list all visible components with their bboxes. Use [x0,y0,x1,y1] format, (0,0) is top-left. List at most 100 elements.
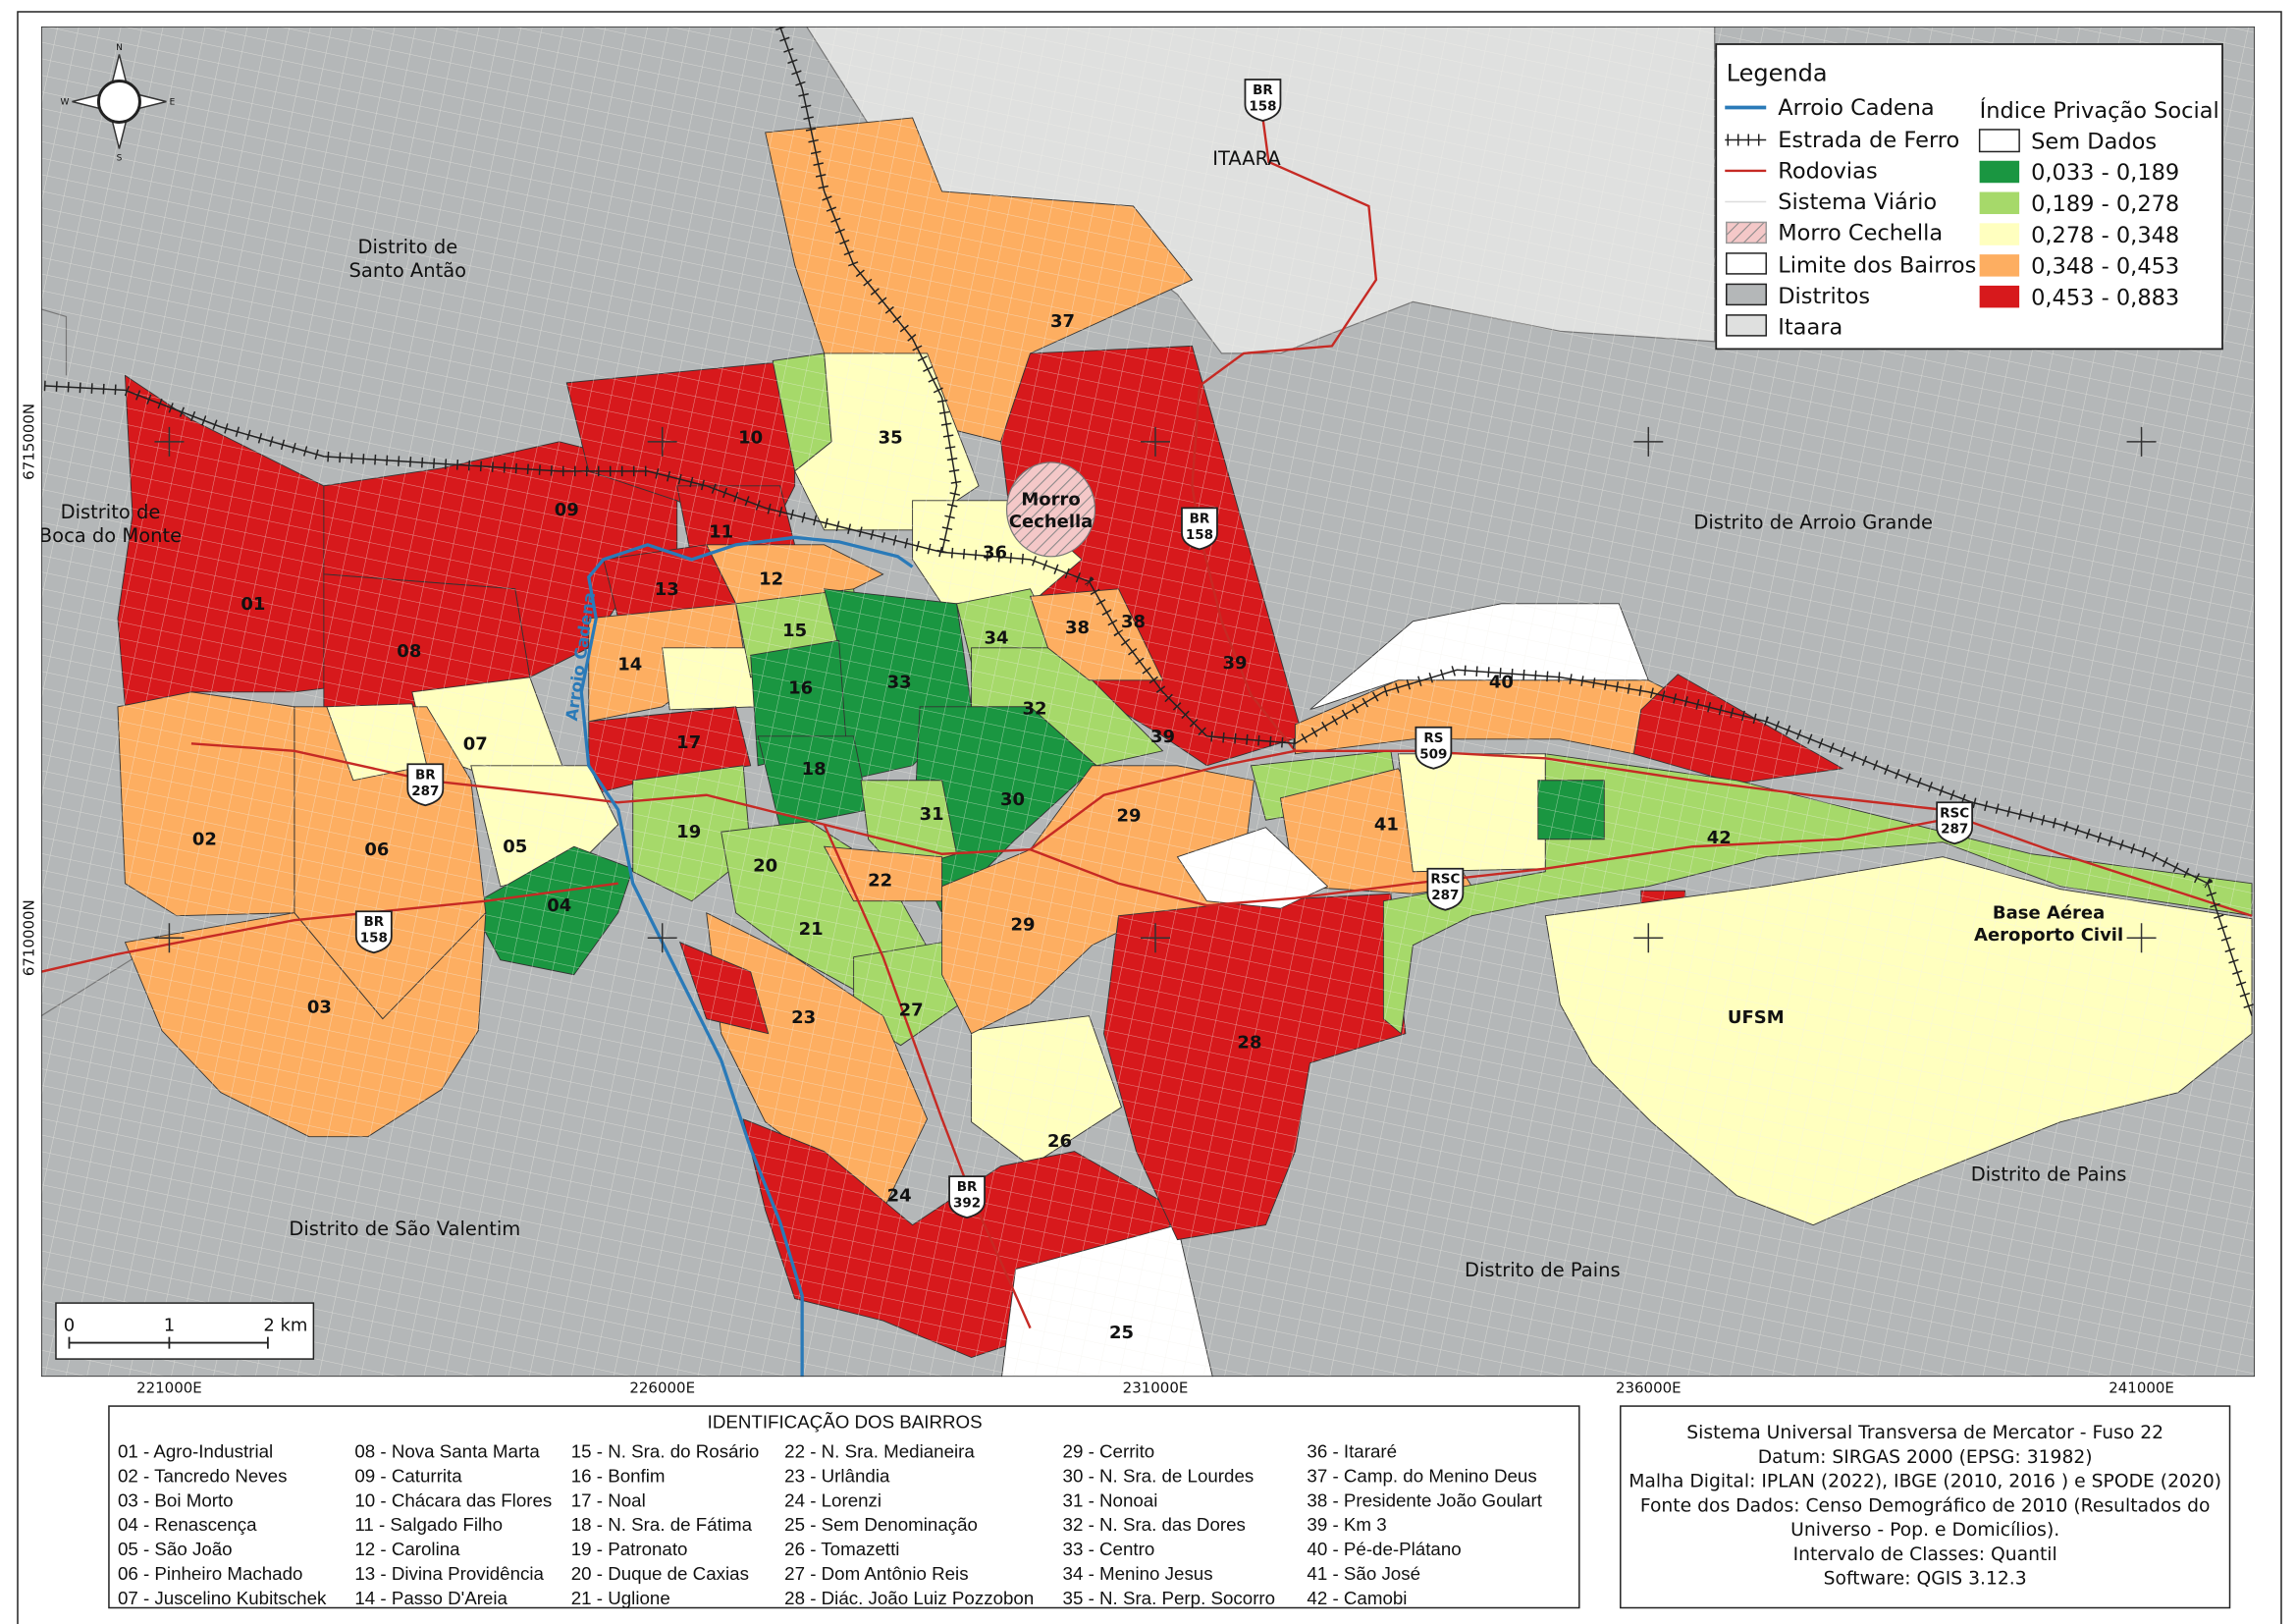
svg-text:1: 1 [164,1316,175,1336]
neighborhood-02-area[interactable] [117,691,295,917]
svg-text:Arroio Cadena: Arroio Cadena [1778,95,1934,121]
neighborhood-list-item: 16 - Bonfim [571,1465,666,1486]
neighborhood-list-item: 37 - Camp. do Menino Deus [1307,1465,1536,1486]
neighborhood-list-item: 42 - Camobi [1307,1588,1407,1608]
neighborhood-label-29: 29 [1116,806,1141,827]
neighborhood-label-12: 12 [759,568,783,589]
shield-number: 158 [1186,527,1213,543]
neighborhood-list-item: 14 - Passo D'Areia [354,1588,507,1608]
neighborhood-label-25: 25 [1109,1323,1134,1343]
neighborhood-list-item: 38 - Presidente João Goulart [1307,1489,1542,1510]
legend: Legenda Arroio Cadena Estrada de Ferro R… [1715,43,2223,351]
label-santo-antao: Santo Antão [349,259,467,282]
svg-text:2 km: 2 km [263,1316,307,1336]
neighborhood-label-29: 29 [1011,915,1036,936]
neighborhood-list-item: 33 - Centro [1063,1539,1155,1559]
shield-type: RSC [1430,872,1460,888]
neighborhood-label-04: 04 [547,895,571,916]
class-swatch-icon [1978,129,2020,153]
neighborhood-label-32: 32 [1023,698,1047,719]
svg-text:E: E [170,97,176,107]
neighborhood-list-item: 12 - Carolina [354,1539,460,1559]
neighborhood-list-item: 17 - Noal [571,1489,646,1510]
neighborhood-list-item: 29 - Cerrito [1063,1441,1155,1462]
neighborhood-list-item: 08 - Nova Santa Marta [354,1441,540,1462]
neighborhood-label-06: 06 [364,839,389,860]
shield-number: 158 [360,931,388,947]
neighborhood-identification-box: IDENTIFICAÇÃO DOS BAIRROS 01 - Agro-Indu… [108,1405,1580,1609]
neighborhood-label-23: 23 [791,1007,816,1028]
neighborhood-list-item: 28 - Diác. João Luiz Pozzobon [784,1588,1034,1608]
scale-bar: 0 1 2 km [55,1302,315,1360]
class-label: Sem Dados [2031,129,2157,154]
info-line: Fonte dos Dados: Censo Demográfico de 20… [1640,1495,2211,1516]
neighborhood-14-pale-area[interactable] [662,647,759,711]
morro-cechella-area[interactable] [1005,461,1096,558]
neighborhood-label-14: 14 [617,654,642,675]
label-ufsm: UFSM [1728,1007,1785,1028]
legend-title: Legenda [1727,59,1828,86]
neighborhood-list-item: 24 - Lorenzi [784,1489,881,1510]
neighborhood-list-item: 07 - Juscelino Kubitschek [118,1588,327,1608]
shield-number: 392 [953,1196,981,1212]
svg-text:Rodovias: Rodovias [1778,158,1877,184]
neighborhood-42-darkgreen-area[interactable] [1537,780,1605,840]
neighborhood-list-item: 06 - Pinheiro Machado [118,1563,302,1584]
easting-label: 236000E [1616,1380,1682,1397]
neighborhood-map-labels: 01 02 03 04 05 06 07 08 09 10 11 12 13 14 15 16 17 18 19 20… [192,311,1732,1343]
neighborhood-list-title: IDENTIFICAÇÃO DOS BAIRROS [708,1412,983,1433]
northing-label: 6710000N [20,899,37,976]
neighborhood-label-24: 24 [887,1186,912,1207]
label-sao-valentim: Distrito de São Valentim [289,1218,520,1240]
neighborhood-label-38: 38 [1065,618,1090,638]
shield-type: RSC [1940,805,1969,821]
map-info-box: Sistema Universal Transversa de Mercator… [1620,1405,2231,1609]
neighborhood-list-item: 40 - Pé-de-Plátano [1307,1539,1461,1559]
railroad [43,26,2256,1018]
railroad-icon [1725,134,1767,146]
class-label: 0,453 - 0,883 [2031,285,2179,310]
svg-text:W: W [61,97,70,107]
label-boca-do-monte: Distrito de [61,501,161,523]
neighborhood-label-05: 05 [503,837,527,857]
label-santo-antao: Distrito de [357,236,457,258]
svg-text:S: S [117,153,123,163]
neighborhood-list-item: 34 - Menino Jesus [1063,1563,1213,1584]
neighborhood-label-08: 08 [397,641,421,662]
neighborhood-label-17: 17 [676,732,701,753]
svg-text:Itaara: Itaara [1778,314,1842,340]
class-swatch-icon [1979,285,2020,308]
shield-type: BR [1190,511,1210,526]
map-frame: 0102030405060708091011121314151617181920… [40,26,2256,1378]
neighborhood-41-pale-area[interactable] [1397,753,1546,873]
class-swatch-icon [1979,223,2020,245]
easting-label: 221000E [136,1380,202,1397]
class-swatch-icon [1979,160,2020,184]
shield-number: 158 [1249,98,1276,114]
neighborhood-label-16: 16 [788,677,813,698]
neighborhood-label-10: 10 [738,427,763,448]
neighborhood-label-30: 30 [1000,789,1025,810]
neighborhood-list-item: 39 - Km 3 [1307,1514,1386,1535]
neighborhood-list-item: 22 - N. Sra. Medianeira [784,1441,975,1462]
neighborhood-label-36: 36 [983,542,1007,563]
neighborhood-label-11: 11 [709,521,733,542]
shield-type: BR [415,767,436,783]
neighborhood-label-09: 09 [555,500,579,520]
neighborhood-label-42: 42 [1707,828,1732,848]
neighborhood-label-31: 31 [920,804,944,825]
neighborhood-label-22: 22 [868,871,892,892]
neighborhood-label-38: 38 [1121,612,1146,632]
neighborhood-label-15: 15 [782,621,807,641]
svg-text:Morro Cechella: Morro Cechella [1778,220,1943,245]
svg-text:Sistema Viário: Sistema Viário [1778,189,1937,215]
svg-text:Estrada de Ferro: Estrada de Ferro [1778,128,1959,153]
neighborhood-label-28: 28 [1237,1033,1261,1054]
label-base-aerea: Base Aérea [1993,903,2105,924]
grid-crosses [154,426,2157,953]
